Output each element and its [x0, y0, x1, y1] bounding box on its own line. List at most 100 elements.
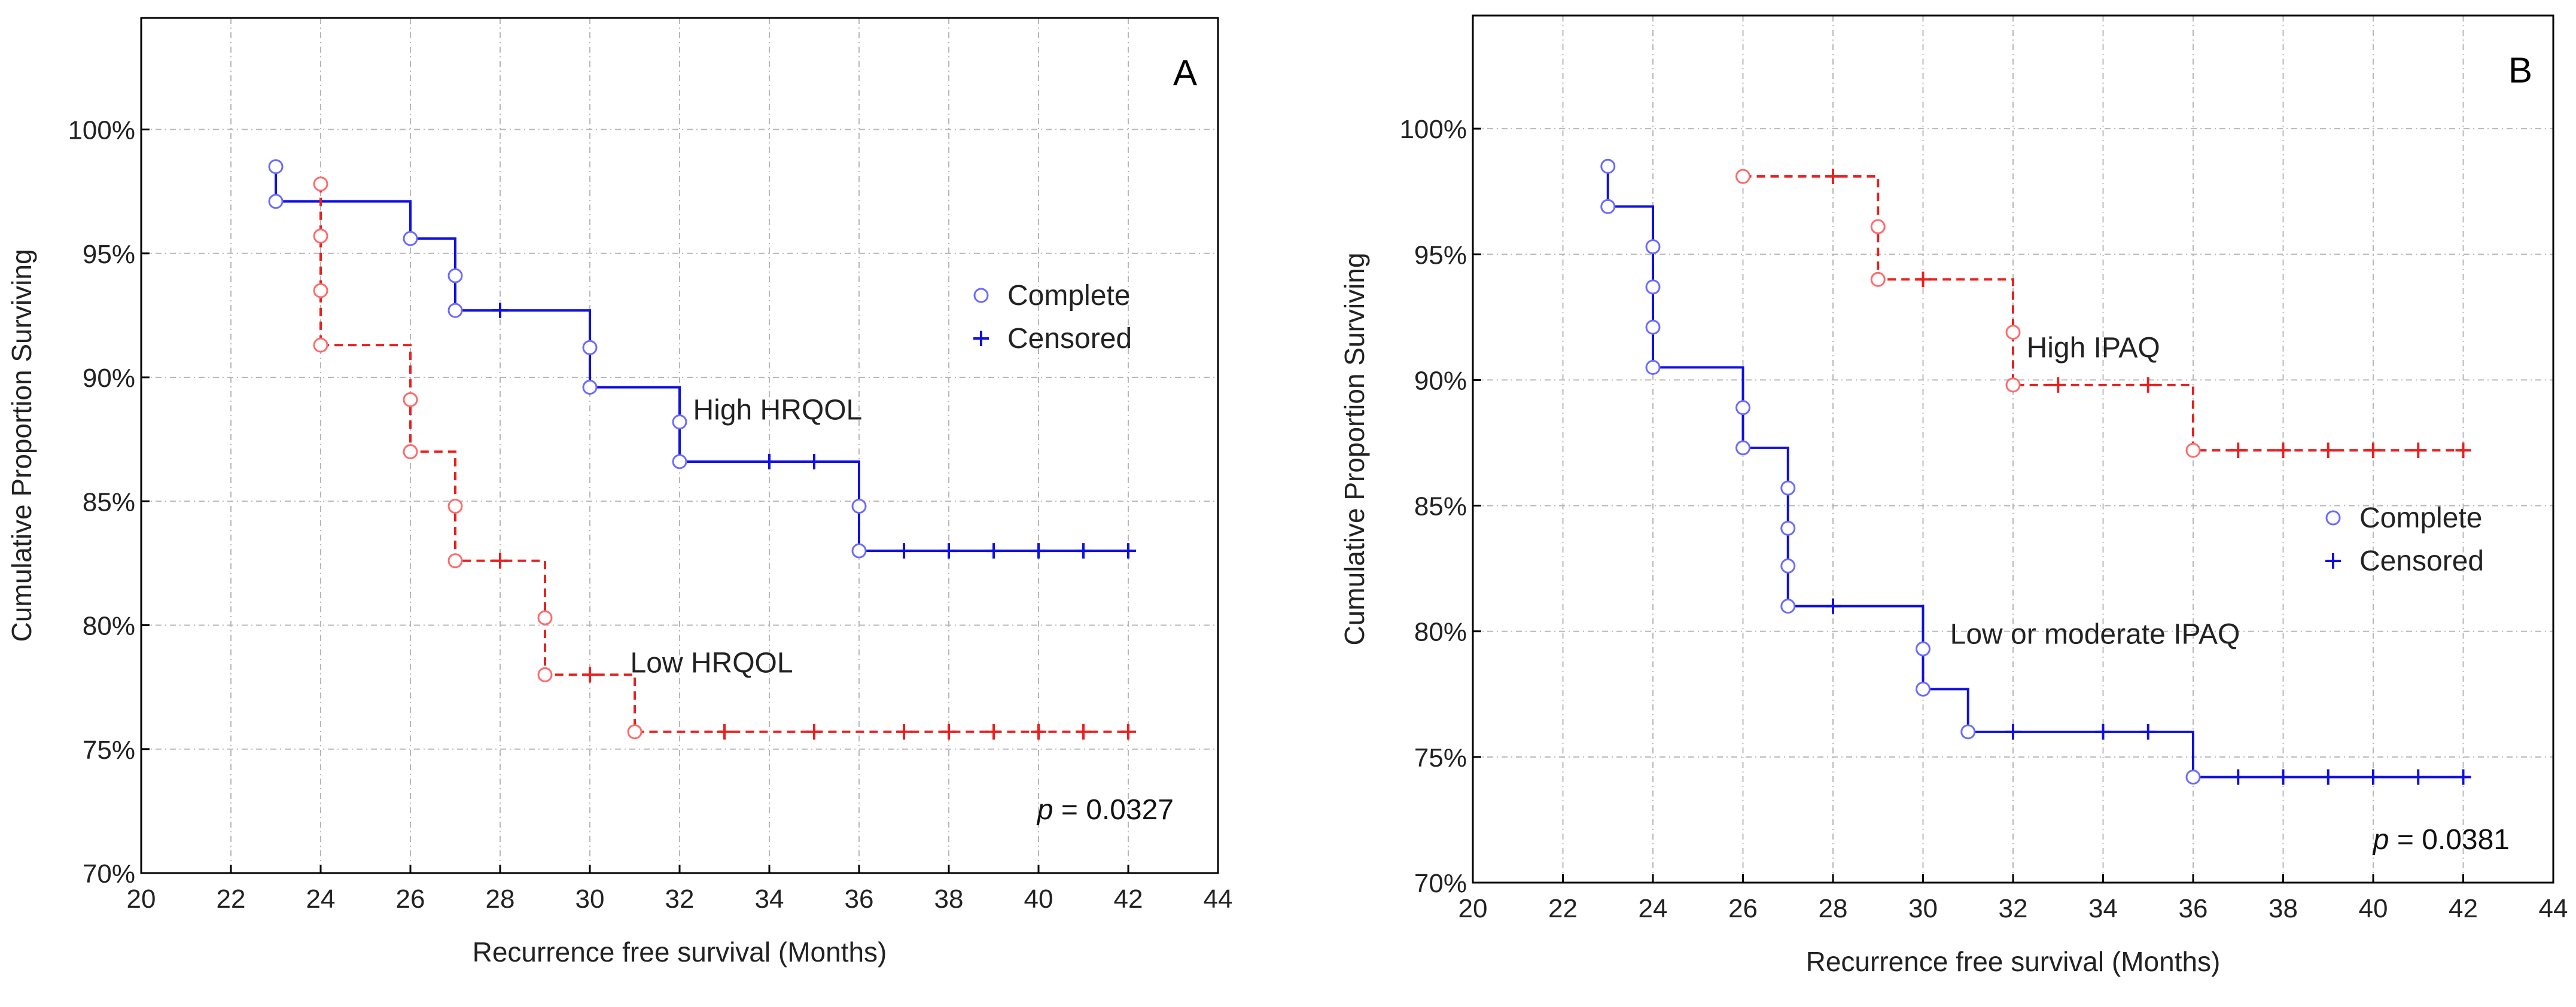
censored-marker: [2275, 443, 2291, 459]
x-tick-label: 38: [934, 884, 964, 914]
series-label-low-hrqol: Low HRQOL: [631, 647, 793, 679]
legend: Complete Censored: [973, 280, 1132, 355]
complete-marker: [1645, 239, 1661, 255]
x-tick-label: 44: [1204, 884, 1233, 914]
censored-marker: [2140, 377, 2156, 393]
y-tick-label: 75%: [1414, 743, 1467, 773]
legend-censored-label: Censored: [2359, 545, 2484, 577]
censored-marker: [941, 543, 957, 559]
x-tick-label: 32: [1999, 894, 2028, 923]
legend-censored-marker: [973, 331, 989, 346]
complete-marker: [1600, 158, 1616, 174]
x-tick-label: 44: [2539, 894, 2568, 923]
y-tick-label: 95%: [83, 240, 135, 269]
censored-marker: [1076, 724, 1091, 740]
complete-marker: [851, 543, 867, 559]
censored-marker: [2455, 443, 2471, 459]
censored-marker: [2320, 443, 2336, 459]
x-tick-label: 22: [1548, 894, 1578, 923]
x-tick-label: 28: [1819, 894, 1848, 923]
series-label-high-hrqol: High HRQOL: [693, 394, 863, 426]
censored-marker: [2095, 724, 2111, 740]
complete-marker: [1645, 319, 1661, 335]
x-axis-title: Recurrence free survival (Months): [1806, 946, 2221, 977]
complete-marker: [1735, 440, 1750, 456]
complete-marker: [1780, 599, 1796, 614]
y-tick-label: 95%: [1414, 240, 1467, 270]
x-tick-label: 40: [1024, 884, 1053, 914]
complete-marker: [2005, 325, 2021, 340]
complete-marker: [268, 159, 284, 175]
complete-marker: [1645, 359, 1661, 375]
x-tick-label: 26: [396, 884, 425, 914]
legend: Complete Censored: [2325, 502, 2484, 577]
censored-marker: [492, 553, 508, 569]
complete-marker: [851, 499, 867, 514]
complete-marker: [1916, 681, 1931, 697]
complete-marker: [1960, 724, 1976, 740]
x-tick-label: 32: [665, 884, 695, 914]
complete-marker: [2005, 377, 2021, 393]
complete-marker: [313, 176, 328, 192]
panel-letter: B: [2508, 50, 2532, 90]
censored-marker: [1825, 168, 1841, 184]
survival-curve: [1743, 175, 2464, 452]
censored-marker: [2365, 443, 2381, 459]
y-tick-label: 70%: [83, 859, 135, 889]
complete-marker: [537, 667, 553, 682]
x-tick-label: 38: [2269, 894, 2298, 923]
censored-marker: [986, 724, 1001, 740]
censored-marker: [806, 724, 822, 740]
censored-marker: [2230, 443, 2246, 459]
complete-marker: [1735, 400, 1750, 416]
x-tick-label: 36: [845, 884, 874, 914]
x-tick-label: 40: [2359, 894, 2388, 923]
y-tick-label: 100%: [68, 116, 135, 145]
legend-complete-marker: [2325, 510, 2341, 526]
x-tick-label: 30: [576, 884, 605, 914]
x-tick-label: 26: [1728, 894, 1758, 923]
complete-marker: [313, 228, 328, 244]
legend-censored-label: Censored: [1007, 323, 1132, 355]
censored-marker: [2365, 769, 2381, 785]
censored-marker: [806, 453, 822, 469]
censored-marker: [762, 453, 777, 469]
censored-marker: [896, 543, 912, 559]
y-tick-label: 90%: [1414, 366, 1467, 395]
legend-censored-marker: [2325, 553, 2341, 569]
series-label-low-moderate-ipaq: Low or moderate IPAQ: [1950, 619, 2240, 651]
censored-marker: [1120, 543, 1136, 559]
y-tick-label: 80%: [83, 612, 135, 641]
x-tick-label: 34: [2088, 894, 2118, 923]
complete-marker: [403, 444, 418, 459]
complete-marker: [672, 454, 687, 469]
y-tick-label: 70%: [1414, 869, 1467, 898]
complete-marker: [627, 724, 643, 740]
censored-marker: [1120, 724, 1136, 740]
legend-complete-label: Complete: [1007, 280, 1130, 312]
complete-marker: [582, 380, 598, 395]
x-tick-label: 20: [1458, 894, 1488, 923]
complete-marker: [1780, 480, 1796, 496]
p-value-symbol: p: [2372, 824, 2389, 856]
y-tick-label: 80%: [1414, 618, 1467, 647]
censored-marker: [2140, 724, 2156, 740]
censored-marker: [2005, 724, 2021, 740]
p-value-text: = 0.0381: [2389, 824, 2510, 856]
x-tick-label: 24: [1639, 894, 1668, 923]
censored-marker: [2455, 769, 2471, 785]
censored-marker: [2050, 377, 2066, 393]
censored-marker: [582, 667, 598, 683]
censored-marker: [2320, 769, 2336, 785]
complete-marker: [447, 303, 463, 318]
p-value-text: = 0.0327: [1053, 794, 1174, 826]
y-axis-title: Cumulative Proportion Surviving: [1339, 252, 1370, 645]
chart-panel-a: 20 22 24 26 28 30 32 34 36 38 40 42 44 70% 75% 80% 85% 90…: [6, 17, 1233, 968]
complete-marker: [2185, 443, 2201, 458]
complete-marker: [1645, 279, 1661, 295]
y-tick-label: 75%: [83, 736, 135, 765]
y-tick-label: 85%: [83, 487, 135, 517]
y-tick-label: 90%: [83, 364, 135, 393]
complete-marker: [1870, 219, 1886, 234]
